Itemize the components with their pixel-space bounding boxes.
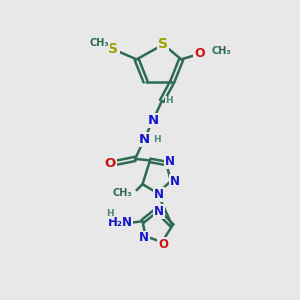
Text: CH₃: CH₃: [112, 188, 132, 198]
Text: CH₃: CH₃: [212, 46, 231, 56]
Text: H: H: [106, 209, 114, 218]
Text: H₂N: H₂N: [108, 216, 133, 229]
Text: N: N: [154, 205, 164, 218]
Text: N: N: [139, 133, 150, 146]
Text: N: N: [154, 188, 164, 201]
Text: O: O: [194, 47, 205, 60]
Text: N: N: [165, 155, 175, 168]
Text: CH₃: CH₃: [90, 38, 109, 48]
Text: H: H: [166, 96, 173, 105]
Text: O: O: [104, 157, 116, 170]
Text: H: H: [153, 134, 160, 143]
Text: S: S: [108, 42, 118, 56]
Text: N: N: [139, 232, 149, 244]
Text: S: S: [158, 38, 168, 52]
Text: N: N: [170, 175, 180, 188]
Text: N: N: [147, 114, 158, 127]
Text: O: O: [158, 238, 168, 251]
